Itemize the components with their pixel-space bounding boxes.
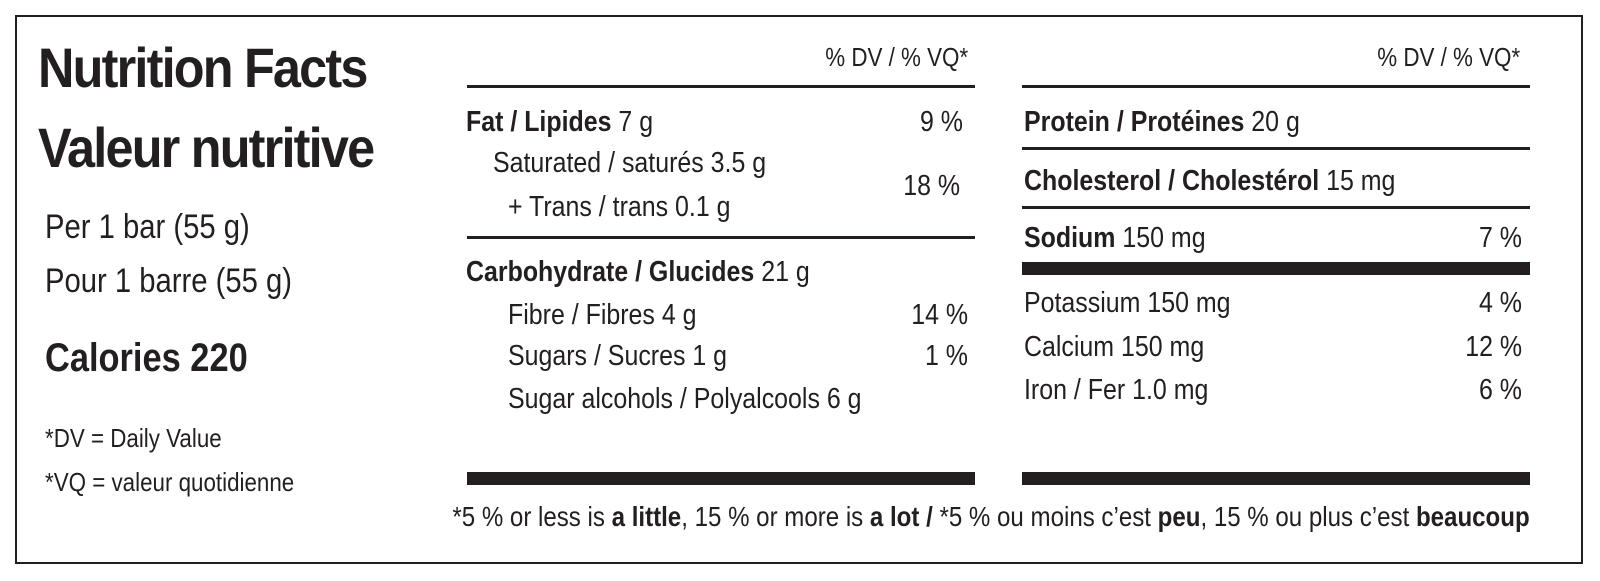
trans-row: + Trans / trans 0.1 g	[508, 191, 731, 223]
label-border	[15, 15, 1583, 564]
cholesterol-rule	[1022, 206, 1530, 209]
right-bottom-thick-rule	[1022, 472, 1530, 485]
fibre-dv: 14 %	[911, 299, 968, 331]
cholesterol-amount: 15 mg	[1326, 165, 1396, 197]
sugars-dv: 1 %	[925, 340, 968, 372]
title-french: Valeur nutritive	[38, 116, 375, 179]
note-valeur-quotidienne: *VQ = valeur quotidienne	[45, 467, 295, 497]
footnote-bold-a-little: a little	[611, 501, 682, 532]
potassium-row: Potassium 150 mg	[1024, 287, 1231, 319]
iron-dv: 6 %	[1479, 374, 1522, 406]
footnote-part-4: , 15 % ou plus c’est	[1200, 501, 1417, 532]
left-table-header: % DV / % VQ*	[825, 42, 968, 72]
note-daily-value: *DV = Daily Value	[45, 423, 222, 453]
fat-section-rule	[467, 236, 975, 239]
sodium-thick-rule	[1022, 262, 1530, 275]
serving-size-french: Pour 1 barre (55 g)	[45, 262, 293, 300]
protein-name: Protein / Protéines	[1024, 106, 1245, 138]
sodium-row: Sodium 150 mg	[1024, 224, 1206, 253]
footnote: *5 % or less is a little, 15 % or more i…	[453, 503, 1530, 531]
cholesterol-name: Cholesterol / Cholestérol	[1024, 165, 1320, 197]
fat-name: Fat / Lipides	[466, 106, 612, 138]
right-header-rule	[1022, 85, 1530, 88]
protein-amount: 20 g	[1251, 106, 1300, 138]
fat-row: Fat / Lipides 7 g	[466, 108, 653, 137]
cholesterol-row: Cholesterol / Cholestérol 15 mg	[1024, 167, 1395, 196]
fat-amount: 7 g	[618, 106, 654, 138]
serving-size-english: Per 1 bar (55 g)	[45, 208, 250, 246]
calcium-dv: 12 %	[1465, 331, 1522, 363]
left-header-rule	[467, 85, 975, 88]
sodium-dv: 7 %	[1479, 222, 1522, 254]
protein-rule	[1022, 147, 1530, 150]
carbohydrate-name: Carbohydrate / Glucides	[466, 256, 755, 288]
footnote-bold-peu: peu	[1157, 501, 1201, 532]
footnote-bold-beaucoup: beaucoup	[1416, 501, 1530, 532]
iron-row: Iron / Fer 1.0 mg	[1024, 374, 1209, 406]
right-table-header: % DV / % VQ*	[1377, 42, 1520, 72]
sugar-alcohols-row: Sugar alcohols / Polyalcools 6 g	[508, 383, 862, 415]
carbohydrate-amount: 21 g	[761, 256, 810, 288]
sugars-row: Sugars / Sucres 1 g	[508, 340, 728, 372]
fibre-row: Fibre / Fibres 4 g	[508, 299, 697, 331]
calories: Calories 220	[45, 336, 248, 380]
title-english: Nutrition Facts	[38, 36, 368, 99]
potassium-dv: 4 %	[1479, 287, 1522, 319]
carbohydrate-row: Carbohydrate / Glucides 21 g	[466, 258, 810, 287]
saturated-trans-dv: 18 %	[903, 170, 960, 202]
calcium-row: Calcium 150 mg	[1024, 331, 1205, 363]
footnote-part-2: , 15 % or more is	[681, 501, 871, 532]
protein-row: Protein / Protéines 20 g	[1024, 108, 1300, 137]
fat-dv: 9 %	[920, 106, 963, 138]
saturated-row: Saturated / saturés 3.5 g	[493, 147, 767, 179]
left-bottom-thick-rule	[467, 472, 975, 485]
footnote-part-3: *5 % ou moins c’est	[939, 501, 1158, 532]
footnote-part-1: *5 % or less is	[452, 501, 612, 532]
sodium-name: Sodium	[1024, 222, 1116, 254]
sodium-amount: 150 mg	[1122, 222, 1206, 254]
footnote-bold-a-lot: a lot /	[870, 501, 940, 532]
